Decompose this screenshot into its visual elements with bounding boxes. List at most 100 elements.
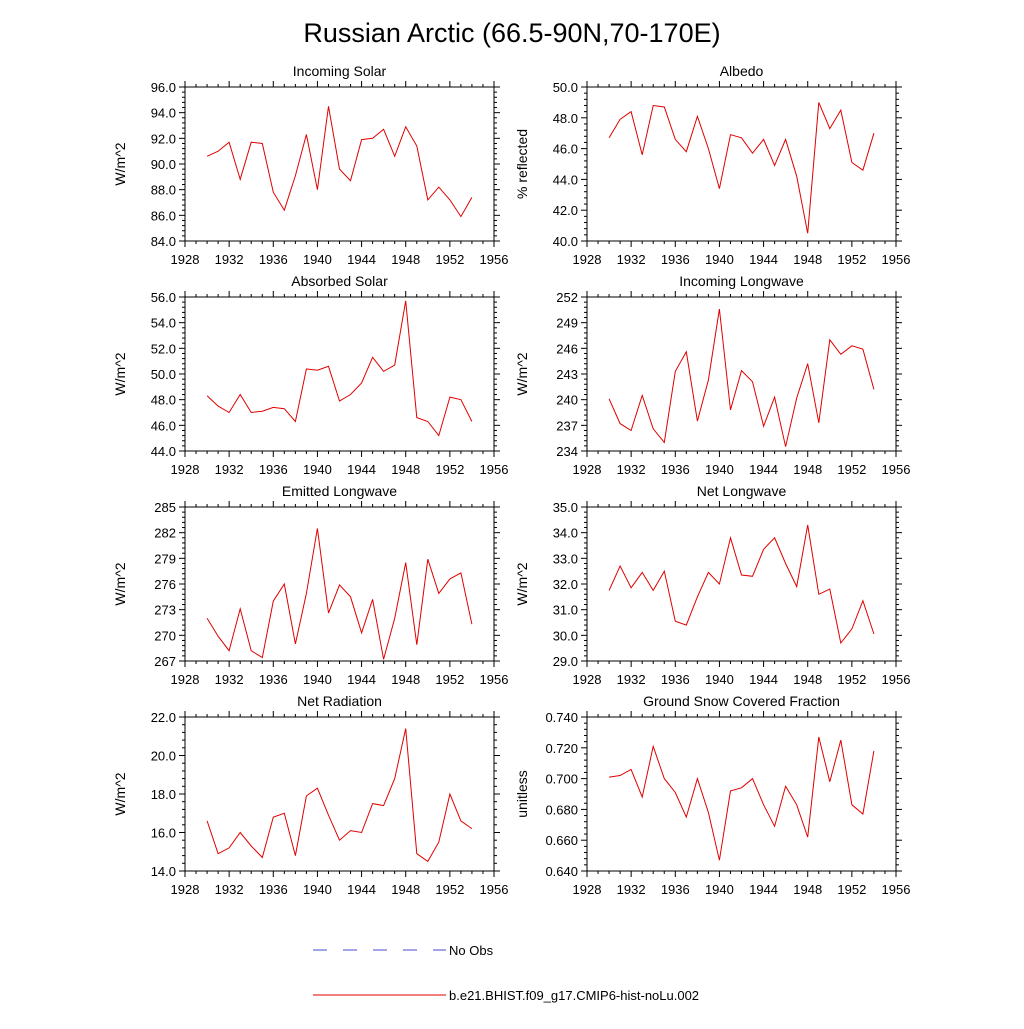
y-axis-label: % reflected [514, 129, 530, 199]
y-tick-label: 0.680 [545, 802, 578, 817]
y-tick-label: 33.0 [553, 551, 578, 566]
x-tick-label: 1940 [303, 882, 332, 897]
x-tick-label: 1948 [391, 672, 420, 687]
y-tick-label: 52.0 [151, 341, 176, 356]
x-tick-label: 1928 [171, 882, 200, 897]
y-axis-label: W/m^2 [112, 352, 128, 395]
panel-title: Net Radiation [297, 693, 382, 709]
legend: No Obs b.e21.BHIST.f09_g17.CMIP6-hist-no… [313, 943, 699, 1003]
x-tick-label: 1944 [347, 882, 376, 897]
x-tick-label: 1936 [259, 882, 288, 897]
x-tick-label: 1948 [793, 672, 822, 687]
x-tick-label: 1928 [573, 882, 602, 897]
series-line [206, 106, 473, 218]
plot-frame [586, 296, 897, 452]
y-axis-label: W/m^2 [112, 562, 128, 605]
legend-model-label: b.e21.BHIST.f09_g17.CMIP6-hist-noLu.002 [449, 988, 699, 1003]
y-tick-label: 0.720 [545, 741, 578, 756]
plot-frame [184, 506, 495, 662]
y-tick-label: 84.0 [151, 234, 176, 249]
y-tick-label: 90.0 [151, 157, 176, 172]
x-tick-label: 1928 [171, 672, 200, 687]
y-tick-label: 50.0 [151, 367, 176, 382]
x-tick-label: 1932 [215, 462, 244, 477]
chart-panel: Net Radiation W/m^2 1928 1932 1936 1940 1944 19… [112, 693, 508, 897]
y-tick-label: 18.0 [151, 787, 176, 802]
x-tick-label: 1952 [837, 462, 866, 477]
series-line [206, 728, 473, 863]
x-tick-label: 1944 [347, 672, 376, 687]
series-line [206, 528, 473, 660]
y-tick-label: 0.660 [545, 833, 578, 848]
x-tick-label: 1956 [480, 882, 509, 897]
x-tick-label: 1956 [882, 462, 911, 477]
x-tick-label: 1936 [259, 462, 288, 477]
y-axis-label: W/m^2 [112, 142, 128, 185]
y-tick-label: 246 [556, 341, 578, 356]
x-tick-label: 1932 [215, 882, 244, 897]
x-tick-label: 1952 [435, 672, 464, 687]
x-tick-label: 1948 [391, 462, 420, 477]
x-tick-label: 1940 [303, 672, 332, 687]
x-tick-label: 1940 [705, 672, 734, 687]
series-line [206, 300, 473, 437]
y-axis-label: W/m^2 [514, 562, 530, 605]
x-tick-label: 1940 [303, 252, 332, 267]
y-tick-label: 234 [556, 444, 578, 459]
x-tick-label: 1956 [882, 882, 911, 897]
x-tick-label: 1940 [705, 462, 734, 477]
y-tick-label: 279 [154, 551, 176, 566]
x-tick-label: 1932 [617, 252, 646, 267]
y-tick-label: 96.0 [151, 80, 176, 95]
x-tick-label: 1928 [573, 462, 602, 477]
y-tick-label: 32.0 [553, 577, 578, 592]
series-line [608, 102, 875, 234]
x-tick-label: 1956 [480, 462, 509, 477]
x-tick-label: 1956 [882, 252, 911, 267]
x-tick-label: 1940 [705, 252, 734, 267]
chart-panel: Albedo % reflected 1928 1932 1936 1940 1944 194… [514, 63, 910, 267]
x-tick-label: 1948 [391, 882, 420, 897]
y-tick-label: 243 [556, 367, 578, 382]
x-tick-label: 1944 [749, 252, 778, 267]
x-tick-label: 1952 [435, 882, 464, 897]
x-tick-label: 1936 [259, 252, 288, 267]
x-tick-label: 1932 [617, 672, 646, 687]
x-tick-label: 1952 [837, 252, 866, 267]
y-axis-label: W/m^2 [112, 772, 128, 815]
y-tick-label: 237 [556, 418, 578, 433]
chart-panel: Absorbed Solar W/m^2 1928 1932 1936 1940 1944 1… [112, 273, 508, 477]
plot-frame [184, 296, 495, 452]
x-tick-label: 1948 [793, 252, 822, 267]
y-tick-label: 88.0 [151, 183, 176, 198]
y-tick-label: 50.0 [553, 80, 578, 95]
x-tick-label: 1928 [573, 672, 602, 687]
y-tick-label: 0.740 [545, 710, 578, 725]
panel-title: Albedo [720, 63, 764, 79]
panel-title: Incoming Longwave [679, 273, 804, 289]
y-tick-label: 94.0 [151, 106, 176, 121]
y-tick-label: 14.0 [151, 864, 176, 879]
chart-panel: Ground Snow Covered Fraction unitless 1928… [514, 693, 910, 897]
legend-obs-label: No Obs [449, 943, 494, 958]
x-tick-label: 1952 [837, 672, 866, 687]
y-tick-label: 48.0 [151, 393, 176, 408]
x-tick-label: 1932 [617, 462, 646, 477]
x-tick-label: 1936 [661, 882, 690, 897]
x-tick-label: 1952 [435, 252, 464, 267]
figure-title: Russian Arctic (66.5-90N,70-170E) [303, 18, 720, 48]
x-tick-label: 1944 [347, 462, 376, 477]
y-tick-label: 0.700 [545, 772, 578, 787]
panel-title: Ground Snow Covered Fraction [643, 693, 840, 709]
panel-title: Emitted Longwave [282, 483, 397, 499]
y-tick-label: 35.0 [553, 500, 578, 515]
x-tick-label: 1948 [793, 882, 822, 897]
x-tick-label: 1940 [705, 882, 734, 897]
y-tick-label: 31.0 [553, 603, 578, 618]
x-tick-label: 1936 [661, 462, 690, 477]
y-tick-label: 285 [154, 500, 176, 515]
plot-frame [586, 86, 897, 242]
plot-frame [184, 716, 495, 872]
